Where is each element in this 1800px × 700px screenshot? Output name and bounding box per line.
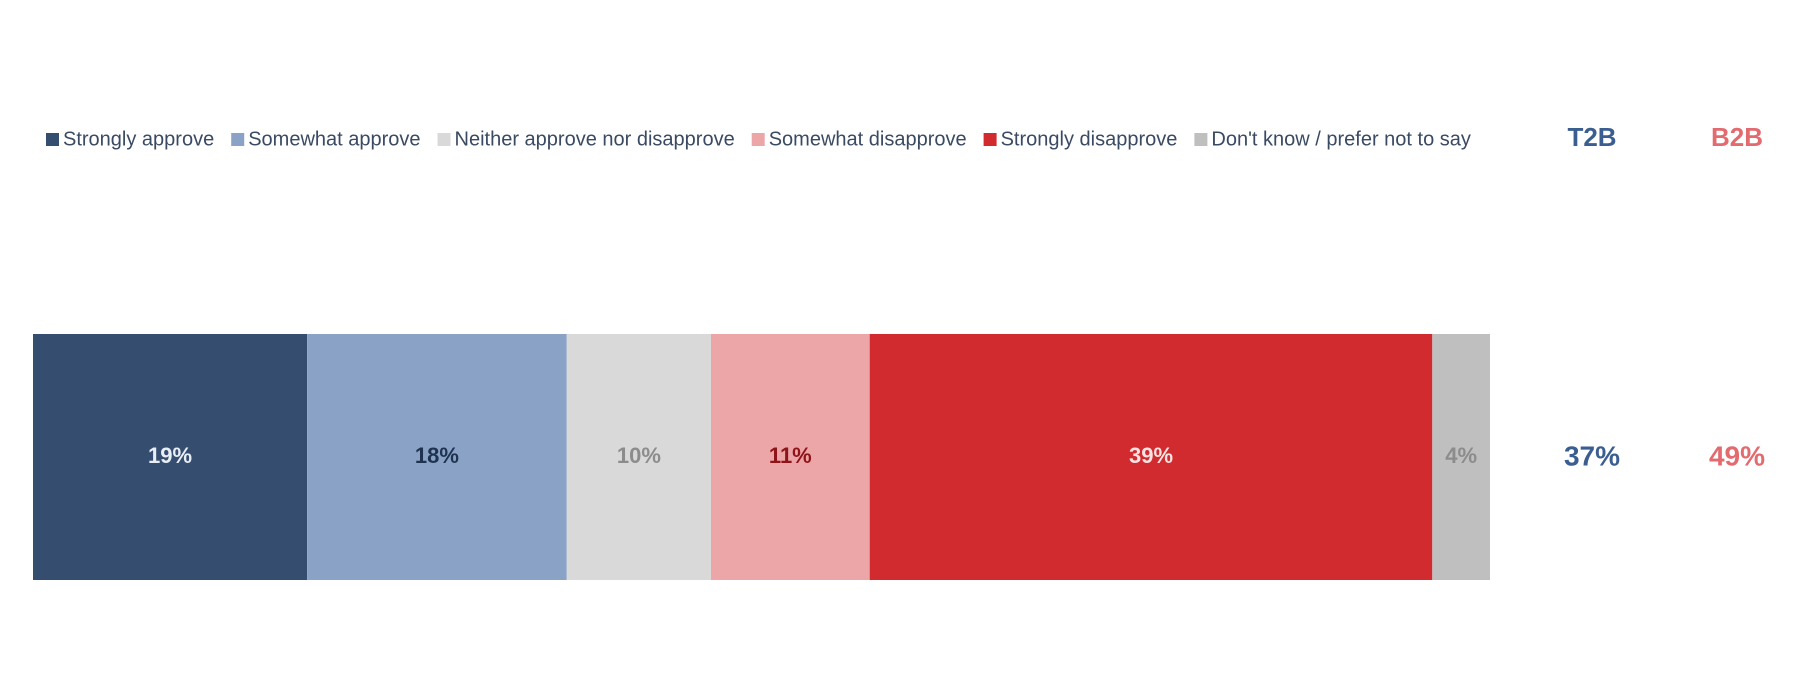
- data-label-strongly-approve: 19%: [148, 443, 192, 468]
- legend-label-strongly-disapprove: Strongly disapprove: [1001, 128, 1178, 150]
- summary-value-b2b: 49%: [1709, 440, 1765, 471]
- data-label-somewhat-disapprove: 11%: [769, 443, 812, 468]
- summary-header-t2b: T2B: [1567, 122, 1616, 152]
- legend-swatch-neither-approve-nor-disapprove: [437, 133, 451, 146]
- bar-segment-strongly-disapprove: [869, 334, 1433, 580]
- legend-label-neither-approve-nor-disapprove: Neither approve nor disapprove: [455, 128, 735, 150]
- legend-swatch-strongly-disapprove: [983, 133, 997, 146]
- data-label-somewhat-approve: 18%: [415, 443, 459, 468]
- legend-label-don-t-know-prefer-not-to-say: Don't know / prefer not to say: [1211, 128, 1471, 150]
- bar-row: 19% 18% 10% 11% 39% 4%: [33, 334, 1490, 580]
- legend-swatch-strongly-approve: [46, 133, 59, 146]
- data-label-don-t-know-prefer-not-to-say: 4%: [1445, 443, 1477, 468]
- bar-segment-somewhat-disapprove: [711, 334, 870, 580]
- summary-value-t2b: 37%: [1564, 440, 1620, 471]
- summary-columns: T2B 37% B2B 49%: [1564, 122, 1765, 472]
- legend-label-somewhat-approve: Somewhat approve: [248, 128, 420, 150]
- legend-label-strongly-approve: Strongly approve: [63, 128, 214, 150]
- bar-segment-strongly-approve: [33, 334, 308, 580]
- legend-swatch-somewhat-disapprove: [751, 133, 765, 146]
- legend-swatch-somewhat-approve: [231, 133, 245, 146]
- bar-segment-somewhat-approve: [307, 334, 567, 580]
- legend-swatch-don-t-know-prefer-not-to-say: [1194, 133, 1208, 146]
- bar-segment-neither-approve-nor-disapprove: [566, 334, 712, 580]
- data-label-strongly-disapprove: 39%: [1129, 443, 1173, 468]
- data-label-neither-approve-nor-disapprove: 10%: [617, 443, 661, 468]
- legend-label-somewhat-disapprove: Somewhat disapprove: [769, 128, 967, 150]
- legend: Strongly approve Somewhat approve Neither …: [46, 128, 1471, 150]
- bar-segment-don-t-know-prefer-not-to-say: [1432, 334, 1490, 580]
- summary-header-b2b: B2B: [1711, 122, 1763, 152]
